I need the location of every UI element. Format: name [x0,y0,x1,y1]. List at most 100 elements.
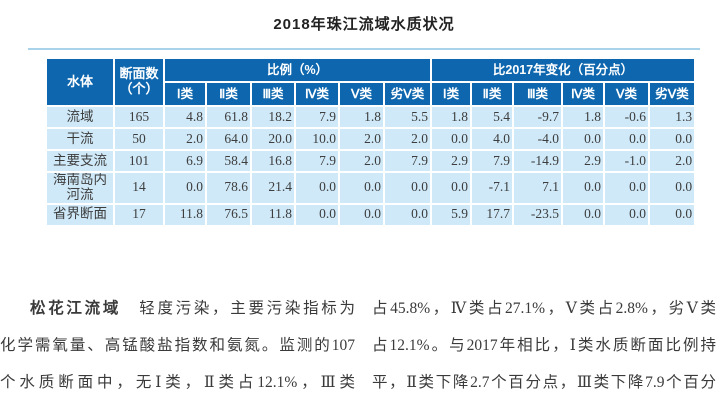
table-cell: 0.0 [383,171,432,205]
table-row: 主要支流 101 6.9 58.4 16.8 7.9 2.0 7.9 2.9 7.9 -14.9 2.… [45,149,697,173]
table-cell: 11.8 [163,202,207,227]
table-cell: 2.0 [338,127,385,151]
table-cell: 76.5 [205,202,252,227]
header-class-1: Ⅰ类 [163,81,207,107]
header-section-count: 断面数 （个） [113,57,165,107]
header-class-4: Ⅳ类 [294,81,340,107]
table-cell: 7.9 [294,105,340,129]
header-section-count-line2: （个） [119,81,159,96]
table-cell: 1.8 [338,105,385,129]
table-cell: 主要支流 [45,149,115,173]
table-cell: -4.0 [512,127,563,151]
table-cell: 7.1 [512,171,563,205]
table-cell: 0.0 [603,171,650,205]
table-cell: 0.0 [163,171,207,205]
paragraph-line-text: 轻度污染，主要污染指标为 [121,300,355,317]
table-cell: -9.7 [512,105,563,129]
paragraph-line: 占12.1%。与2017年相比，Ⅰ类水质断面比例持 [372,337,716,354]
table-cell: 7.9 [383,149,432,173]
table-cell: 16.8 [250,149,296,173]
paragraph-lead: 松花江流域 [30,300,122,317]
table-cell: 0.0 [561,127,605,151]
header-group-change: 比2017年变化（百分点） [429,57,697,83]
table-cell: 0.0 [647,202,697,227]
table-cell: 0.0 [561,202,605,227]
figure-title: 2018年珠江流域水质状况 [273,16,455,33]
table-cell: 5.5 [383,105,432,129]
table-row: 流域 165 4.8 61.8 18.2 7.9 1.8 5.5 1.8 5.4 -9.7 1.8 -0… [45,105,697,129]
table-cell: 省界断面 [45,202,115,227]
header-class-3: Ⅲ类 [250,81,296,107]
text-column-right: 占45.8%，Ⅳ类占27.1%，Ⅴ类占2.8%，劣Ⅴ类 占12.1%。与2017… [372,290,716,401]
header-class-5: Ⅴ类 [338,81,385,107]
table-cell: 17 [113,202,165,227]
table-cell: 0.0 [603,127,650,151]
table-cell: 7.9 [470,149,514,173]
table-cell: 7.9 [294,149,340,173]
table-cell: -14.9 [512,149,563,173]
table-cell: 0.0 [647,171,697,205]
table-cell: -7.1 [470,171,514,205]
paragraph-line: 个水质断面中，无Ⅰ类，Ⅱ类占12.1%，Ⅲ类 [0,374,355,391]
table-cell: 1.8 [430,105,472,129]
table-body: 流域 165 4.8 61.8 18.2 7.9 1.8 5.5 1.8 5.4 -9.7 1.8 -0… [45,105,697,227]
table-row: 省界断面 17 11.8 76.5 11.8 0.0 0.0 0.0 5.9 17.7 -23.5 0… [45,202,697,227]
table-cell: 14 [113,171,165,205]
table-cell: 1.8 [561,105,605,129]
table-row: 干流 50 2.0 64.0 20.0 10.0 2.0 2.0 0.0 4.0 -4.0 0.0 0.… [45,127,697,151]
table-cell: 0.0 [430,127,472,151]
table-cell: 2.9 [430,149,472,173]
table-cell: 101 [113,149,165,173]
paragraph-line: 松花江流域 轻度污染，主要污染指标为 [0,290,355,327]
header-class-4: Ⅳ类 [561,81,605,107]
table-cell: 58.4 [205,149,252,173]
header-class-6: 劣Ⅴ类 [383,81,432,107]
table-row: 海南岛内河流 14 0.0 78.6 21.4 0.0 0.0 0.0 0.0 -7.1 7.1 0.… [45,171,697,205]
table-cell: 78.6 [205,171,252,205]
table-cell: -23.5 [512,202,563,227]
table-cell: 流域 [45,105,115,129]
table-cell: 10.0 [294,127,340,151]
table-cell: 165 [113,105,165,129]
header-class-1: Ⅰ类 [430,81,472,107]
table-cell: 5.4 [470,105,514,129]
text-column-left: 松花江流域 轻度污染，主要污染指标为 化学需氧量、高锰酸盐指数和氨氮。监测的10… [0,290,355,401]
table-cell: 17.7 [470,202,514,227]
table-cell: 0.0 [338,171,385,205]
table-cell: 61.8 [205,105,252,129]
table-cell: 干流 [45,127,115,151]
horizontal-rule [28,48,700,50]
table-cell: 2.0 [338,149,385,173]
table-cell: 0.0 [430,171,472,205]
header-class-3: Ⅲ类 [512,81,563,107]
paragraph-line: 化学需氧量、高锰酸盐指数和氨氮。监测的107 [0,337,355,354]
table-cell: 5.9 [430,202,472,227]
table-cell: 0.0 [338,202,385,227]
table-cell: 0.0 [647,127,697,151]
table-cell: 2.9 [561,149,605,173]
header-group-ratio: 比例（%） [163,57,432,83]
header-class-2: Ⅱ类 [205,81,252,107]
table-cell: 0.0 [294,171,340,205]
header-class-6: 劣Ⅴ类 [647,81,697,107]
table-cell: 海南岛内河流 [45,171,115,205]
table-cell: 0.0 [603,202,650,227]
header-water-body: 水体 [45,57,115,107]
table-cell: 11.8 [250,202,296,227]
table-cell: 18.2 [250,105,296,129]
table-cell: 2.0 [383,127,432,151]
table-cell: 1.3 [647,105,697,129]
table-cell: 2.0 [647,149,697,173]
header-class-2: Ⅱ类 [470,81,514,107]
table-cell: -0.6 [603,105,650,129]
table-cell: 6.9 [163,149,207,173]
table-cell: 20.0 [250,127,296,151]
header-class-5: Ⅴ类 [603,81,650,107]
table-cell: 50 [113,127,165,151]
table-cell: 2.0 [163,127,207,151]
table-cell: 0.0 [383,202,432,227]
table-cell: -1.0 [603,149,650,173]
table-cell: 4.8 [163,105,207,129]
water-quality-table: 水体 断面数 （个） 比例（%） 比2017年变化（百分点） Ⅰ类 Ⅱ类 Ⅲ类 … [45,57,697,227]
